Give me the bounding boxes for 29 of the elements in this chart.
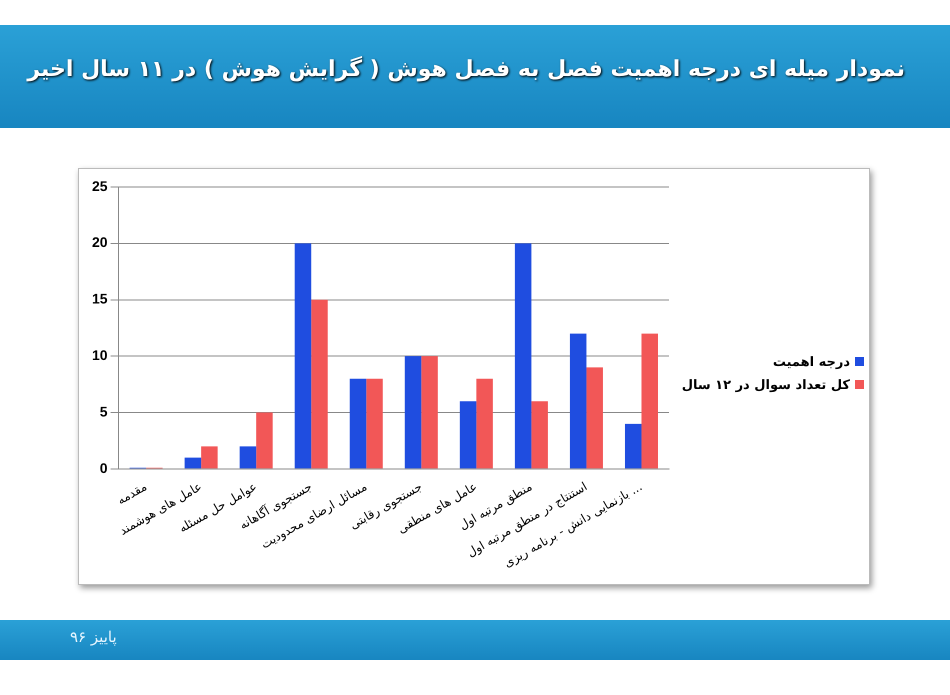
bar bbox=[476, 378, 493, 468]
bar bbox=[294, 243, 312, 468]
y-tick-label: 15 bbox=[92, 290, 108, 307]
bar bbox=[421, 356, 438, 468]
text: پاییز ۹۶ bbox=[70, 628, 117, 646]
bar bbox=[404, 356, 422, 468]
y-tick-label: 25 bbox=[92, 178, 108, 194]
bar bbox=[201, 446, 218, 468]
y-tick-label: 20 bbox=[92, 234, 108, 250]
bar bbox=[350, 378, 366, 468]
bar bbox=[514, 243, 532, 468]
bar bbox=[366, 378, 383, 468]
bar bbox=[624, 424, 642, 468]
chart-title: نمودار میله ای درجه اهمیت فصل به فصل هوش ( گرایش هوش ) در ۱۱ سال اخیر bbox=[27, 57, 905, 82]
bar bbox=[641, 334, 658, 468]
bar bbox=[570, 334, 586, 468]
x-tick-label: مقدمه bbox=[114, 479, 150, 508]
bar bbox=[586, 367, 603, 468]
legend-label: کل تعداد سوال در ۱۲ سال bbox=[682, 378, 850, 393]
legend-label: درجه اهمیت bbox=[772, 355, 850, 370]
bar bbox=[311, 300, 328, 468]
y-tick-label: 5 bbox=[100, 403, 108, 420]
bar bbox=[531, 401, 548, 468]
bar bbox=[460, 401, 476, 468]
bar bbox=[184, 458, 202, 468]
y-tick-label: 0 bbox=[100, 460, 108, 476]
y-tick-label: 10 bbox=[92, 347, 108, 364]
bar bbox=[256, 412, 273, 468]
bar bbox=[240, 446, 256, 468]
